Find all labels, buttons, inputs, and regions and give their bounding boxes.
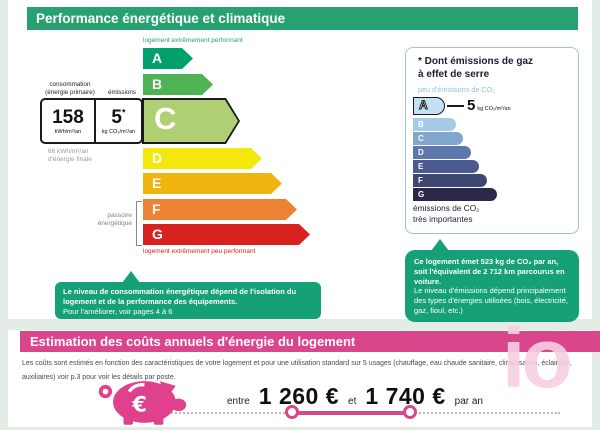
energy-value-column: 158 kWh/m²/an xyxy=(42,100,96,142)
dpe-class-g-arrow: G xyxy=(143,224,310,245)
dpe-class-b-arrow: B xyxy=(143,74,213,95)
ges-class-c-bar: C xyxy=(413,132,463,145)
between-label: entre xyxy=(227,396,250,407)
svg-text:€: € xyxy=(131,393,147,417)
ges-value: 5 kg CO₂/m²/an xyxy=(467,97,511,114)
cost-max-marker xyxy=(403,405,417,419)
dpe-top-label: logement extrêmement performant xyxy=(143,37,243,44)
co2-value: 5* xyxy=(111,106,126,128)
cost-range-segment xyxy=(291,411,410,415)
dpe-class-g-letter: G xyxy=(152,226,163,242)
ges-class-f-bar: F xyxy=(413,174,487,187)
performance-section-title: Performance énergétique et climatique xyxy=(27,7,578,30)
dpe-current-class-arrow: C xyxy=(142,98,240,144)
left-note-pointer xyxy=(122,271,140,283)
piggy-bank-icon: € xyxy=(98,381,187,425)
ges-class-e-bar: E xyxy=(413,160,479,173)
cost-min-marker xyxy=(285,405,299,419)
consumption-label: consommation (énergie primaire) xyxy=(45,81,95,97)
cost-min-value: 1 260 € xyxy=(258,383,340,409)
ges-class-d-bar: D xyxy=(413,146,471,159)
co2-star: * xyxy=(121,107,126,118)
per-year-label: par an xyxy=(454,396,483,407)
dpe-class-f-arrow: F xyxy=(143,199,297,220)
ges-class-a-bar: A xyxy=(413,97,445,115)
passoire-label: passoire énergétique xyxy=(97,212,132,228)
ges-panel-title: * Dont émissions de gaz à effet de serre xyxy=(418,56,534,80)
dpe-class-d-letter: D xyxy=(152,150,163,166)
final-energy-note: 66 kWh/m²/an d'énergie finale xyxy=(48,148,92,164)
dpe-class-c-letter: C xyxy=(154,101,177,136)
ges-pointer-line xyxy=(447,105,464,107)
dpe-class-e-arrow: E xyxy=(143,173,282,194)
ges-class-g-bar: G xyxy=(413,188,497,201)
dpe-class-a-arrow: A xyxy=(143,48,193,69)
energy-consumption-note: Le niveau de consommation énergétique dé… xyxy=(55,282,321,319)
co2-unit: kg CO₂/m²/an xyxy=(101,128,136,135)
ges-class-a-letter: A xyxy=(419,98,429,113)
ges-high-emissions-label: émissions de CO₂ très importantes xyxy=(413,203,480,224)
cost-max-value: 1 740 € xyxy=(365,383,446,409)
dpe-class-f-letter: F xyxy=(152,201,161,217)
dpe-class-d-arrow: D xyxy=(143,148,262,169)
dpe-class-a-letter: A xyxy=(152,50,163,66)
dpe-class-c-arrow xyxy=(144,100,238,142)
ges-value-unit: kg CO₂/m²/an xyxy=(477,106,511,112)
dpe-value-box: 158 kWh/m²/an 5* kg CO₂/m²/an xyxy=(40,98,143,144)
and-label: et xyxy=(348,396,357,407)
annual-cost-range: entre 1 260 € et 1 740 € par an xyxy=(205,383,505,410)
costs-section-title: Estimation des coûts annuels d'énergie d… xyxy=(20,331,600,352)
dpe-bottom-label: logement extrêmement peu performant xyxy=(143,248,256,255)
dpe-class-b-letter: B xyxy=(152,76,163,92)
co2-value-column: 5* kg CO₂/m²/an xyxy=(96,100,141,142)
emissions-label: émissions xyxy=(108,89,136,96)
energy-unit: kWh/m²/an xyxy=(54,128,82,135)
right-note-pointer xyxy=(431,239,449,251)
ges-low-emissions-label: peu d'émissions de CO₂ xyxy=(418,85,495,94)
costs-disclaimer: Les coûts sont estimés en fonction des c… xyxy=(22,360,572,381)
energy-value: 158 xyxy=(52,106,84,128)
ges-class-b-bar: B xyxy=(413,118,456,131)
passoire-bracket xyxy=(136,201,142,246)
dpe-class-e-letter: E xyxy=(152,175,162,191)
logo-watermark: io xyxy=(502,311,573,405)
co2-emissions-note: Ce logement émet 523 kg de CO₂ par an, s… xyxy=(405,250,579,322)
